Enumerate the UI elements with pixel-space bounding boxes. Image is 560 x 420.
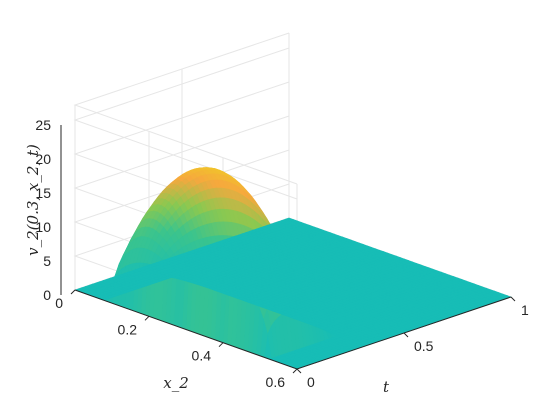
t-tick-mark: [510, 296, 516, 302]
x2-tick-label: 0.4: [192, 348, 212, 364]
z-tick-label: 20: [35, 151, 51, 167]
surface-patch: [284, 217, 295, 222]
x2-tick-label: 0.2: [118, 321, 138, 337]
x2-tick-mark: [292, 368, 298, 374]
x2-tick-label: 0: [55, 295, 63, 311]
x2-axis-label: x_2: [163, 374, 189, 392]
z-tick-label: 15: [35, 185, 51, 201]
grid-line: [73, 32, 298, 185]
z-axis-label: v_2(0.3, x_2, t): [24, 144, 42, 256]
t-tick-mark: [296, 368, 302, 374]
x2-tick-mark: [70, 289, 76, 295]
surface-mesh: [74, 167, 512, 370]
axes: [60, 125, 516, 374]
x2-tick-mark: [218, 342, 224, 348]
t-tick-label: 0: [307, 374, 315, 390]
z-tick-label: 25: [35, 117, 51, 133]
z-tick-label: 10: [35, 219, 51, 235]
t-tick-label: 1: [521, 302, 529, 318]
t-axis-label: t: [383, 378, 390, 396]
t-tick-mark: [403, 332, 409, 338]
x2-tick-label: 0.6: [266, 374, 286, 390]
t-tick-label: 0.5: [414, 338, 434, 354]
z-tick-label: 0: [43, 287, 51, 303]
x2-tick-mark: [144, 315, 150, 321]
z-tick-label: 5: [43, 253, 51, 269]
